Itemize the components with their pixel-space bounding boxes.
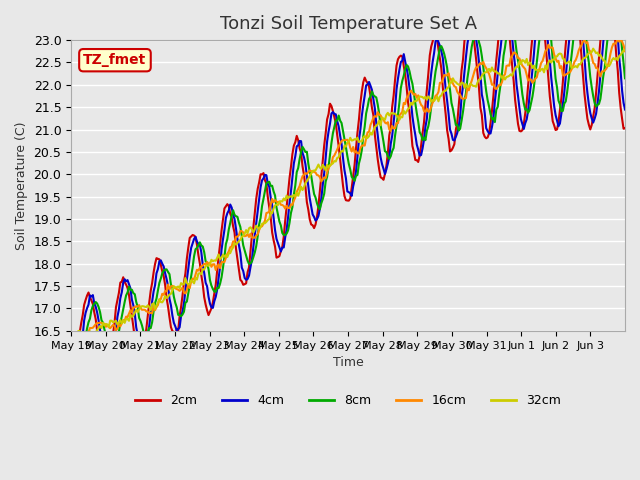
- 2cm: [462, 28, 470, 34]
- 4cm: [88, 294, 95, 300]
- 16cm: [620, 42, 627, 48]
- 4cm: [463, 41, 471, 47]
- 32cm: [589, 46, 597, 51]
- 32cm: [67, 332, 75, 337]
- 32cm: [546, 58, 554, 63]
- 32cm: [463, 84, 471, 90]
- 16cm: [621, 48, 629, 54]
- 2cm: [621, 125, 629, 131]
- 32cm: [354, 135, 362, 141]
- 2cm: [67, 372, 75, 377]
- 2cm: [104, 361, 111, 367]
- 32cm: [105, 324, 113, 330]
- 8cm: [546, 28, 554, 34]
- 16cm: [614, 36, 621, 41]
- 2cm: [352, 145, 360, 151]
- 4cm: [105, 356, 113, 362]
- 32cm: [88, 330, 95, 336]
- Text: TZ_fmet: TZ_fmet: [83, 53, 147, 67]
- 8cm: [72, 357, 79, 362]
- 4cm: [621, 107, 629, 112]
- 8cm: [105, 345, 113, 350]
- Line: 8cm: 8cm: [71, 6, 625, 360]
- 8cm: [463, 76, 471, 82]
- 32cm: [72, 336, 79, 342]
- Line: 4cm: 4cm: [71, 0, 625, 370]
- 32cm: [620, 48, 627, 53]
- 8cm: [354, 172, 362, 178]
- 16cm: [354, 150, 362, 156]
- 32cm: [621, 47, 629, 53]
- 4cm: [354, 154, 362, 159]
- 8cm: [620, 60, 627, 66]
- 16cm: [79, 340, 86, 346]
- 2cm: [618, 116, 626, 122]
- Line: 16cm: 16cm: [71, 38, 625, 343]
- 16cm: [67, 334, 75, 339]
- 16cm: [546, 45, 554, 51]
- Line: 2cm: 2cm: [71, 0, 625, 374]
- 4cm: [546, 58, 554, 63]
- 2cm: [545, 75, 552, 81]
- 8cm: [67, 344, 75, 350]
- X-axis label: Time: Time: [333, 356, 364, 369]
- Y-axis label: Soil Temperature (C): Soil Temperature (C): [15, 121, 28, 250]
- Line: 32cm: 32cm: [71, 48, 625, 339]
- Legend: 2cm, 4cm, 8cm, 16cm, 32cm: 2cm, 4cm, 8cm, 16cm, 32cm: [130, 389, 566, 412]
- 16cm: [463, 85, 471, 91]
- 8cm: [88, 307, 95, 313]
- 16cm: [88, 325, 95, 331]
- 4cm: [70, 367, 78, 372]
- 8cm: [621, 75, 629, 81]
- 4cm: [620, 100, 627, 106]
- 4cm: [67, 365, 75, 371]
- 2cm: [86, 294, 94, 300]
- 8cm: [609, 3, 617, 9]
- Title: Tonzi Soil Temperature Set A: Tonzi Soil Temperature Set A: [220, 15, 477, 33]
- 16cm: [105, 324, 113, 330]
